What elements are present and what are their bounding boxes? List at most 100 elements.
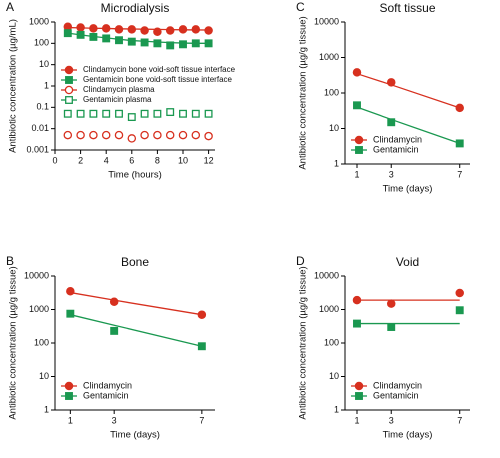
panel-label: D <box>296 254 305 268</box>
legend-label: Gentamicin <box>373 390 419 400</box>
y-axis-label: Antibiotic concentration (µg/g tissue) <box>298 16 309 169</box>
y-tick-label: 100 <box>324 337 339 347</box>
x-tick-label: 6 <box>129 155 134 165</box>
legend-marker <box>354 135 364 145</box>
data-point <box>63 109 72 118</box>
y-tick-label: 10000 <box>24 270 49 280</box>
legend-marker <box>65 76 73 84</box>
y-tick-label: 1 <box>44 80 49 90</box>
data-point <box>179 109 187 118</box>
panel-label: B <box>6 254 14 268</box>
data-point <box>114 130 124 140</box>
y-tick-label: 0.1 <box>36 102 49 112</box>
data-point <box>178 25 188 34</box>
data-point <box>197 310 207 319</box>
x-tick-label: 1 <box>354 415 359 425</box>
data-point <box>127 134 137 143</box>
legend-label: Gentamicin bone void-soft tissue interfa… <box>83 75 233 84</box>
data-point <box>140 26 149 35</box>
data-point <box>76 109 85 118</box>
fit-line <box>67 32 209 44</box>
chart-title: Void <box>396 255 419 269</box>
y-tick-label: 100 <box>324 87 339 97</box>
data-point <box>191 39 200 48</box>
legend-marker <box>354 381 364 391</box>
y-tick-label: 10 <box>329 123 339 133</box>
panel-label: A <box>6 0 14 14</box>
legend-label: Clindamycin bone void-soft tissue interf… <box>83 65 236 74</box>
legend-marker <box>65 392 73 400</box>
y-tick-label: 10 <box>39 371 49 381</box>
data-point <box>89 109 98 118</box>
x-axis-label: Time (hours) <box>108 170 162 181</box>
data-point <box>165 26 175 35</box>
data-point <box>153 39 162 48</box>
data-point <box>353 101 361 110</box>
x-axis-label: Time (days) <box>383 430 433 441</box>
legend-marker <box>64 85 74 95</box>
x-tick-label: 3 <box>389 169 394 179</box>
legend-label: Clindamycin <box>373 380 422 390</box>
x-axis-label: Time (days) <box>383 184 433 195</box>
data-point <box>455 288 464 298</box>
legend-label: Gentamicin <box>373 144 419 154</box>
fit-line <box>67 26 209 31</box>
y-axis-label: Antibiotic concentration (µg/mL) <box>8 19 19 153</box>
data-point <box>89 24 98 33</box>
data-point <box>63 130 73 140</box>
data-point <box>165 130 175 140</box>
data-point <box>387 118 396 127</box>
y-tick-label: 1 <box>44 404 49 414</box>
y-tick-label: 1000 <box>319 304 339 314</box>
chart-title: Microdialysis <box>101 1 170 15</box>
fit-line <box>356 73 460 109</box>
x-tick-label: 1 <box>354 169 359 179</box>
data-point <box>153 109 162 118</box>
fit-line <box>70 314 203 347</box>
data-point <box>166 41 175 50</box>
data-point <box>386 299 396 308</box>
x-tick-label: 10 <box>178 155 188 165</box>
legend-marker <box>355 392 363 400</box>
fit-line <box>70 291 202 316</box>
y-tick-label: 1000 <box>29 16 49 26</box>
x-tick-label: 3 <box>112 415 117 425</box>
data-point <box>101 24 111 33</box>
legend-marker <box>64 65 74 75</box>
x-tick-label: 1 <box>68 415 73 425</box>
data-point <box>387 323 396 331</box>
data-point <box>63 29 72 38</box>
y-tick-label: 10 <box>39 59 49 69</box>
data-point <box>204 131 213 141</box>
panel-label: C <box>296 0 305 14</box>
data-point <box>204 39 213 48</box>
x-tick-label: 4 <box>104 155 109 165</box>
data-point <box>89 130 98 140</box>
data-point <box>166 108 175 117</box>
y-tick-label: 1 <box>334 158 339 168</box>
legend-label: Clindamycin plasma <box>83 85 155 94</box>
x-tick-label: 7 <box>457 415 462 425</box>
data-point <box>110 326 119 335</box>
y-tick-label: 10000 <box>314 16 339 26</box>
data-point <box>66 309 75 318</box>
data-point <box>191 109 200 118</box>
x-tick-label: 12 <box>204 155 214 165</box>
x-tick-label: 2 <box>78 155 83 165</box>
data-point <box>455 103 464 113</box>
legend-marker <box>355 146 363 154</box>
data-point <box>455 306 464 315</box>
data-point <box>140 38 149 47</box>
data-point <box>386 78 396 87</box>
data-point <box>353 319 361 328</box>
data-point <box>109 297 119 307</box>
data-point <box>115 36 123 45</box>
data-point <box>76 30 85 39</box>
data-point <box>127 113 136 122</box>
x-axis-label: Time (days) <box>110 430 160 441</box>
data-point <box>140 130 149 140</box>
legend-label: Gentamicin <box>83 390 129 400</box>
data-point <box>115 109 123 118</box>
data-point <box>352 295 362 305</box>
